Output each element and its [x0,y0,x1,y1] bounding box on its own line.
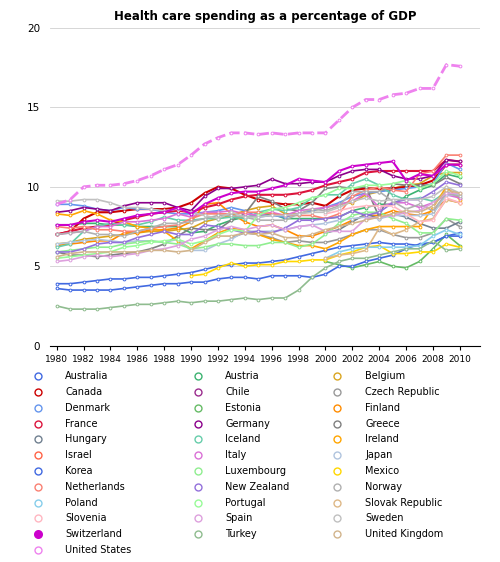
Text: Iceland: Iceland [225,434,260,445]
Text: Japan: Japan [365,450,392,460]
Text: Canada: Canada [65,387,102,397]
Text: Denmark: Denmark [65,403,110,413]
Text: Germany: Germany [225,419,270,429]
Text: Sweden: Sweden [365,514,404,523]
Text: Turkey: Turkey [225,529,256,539]
Text: Norway: Norway [365,482,402,492]
Text: Austria: Austria [225,371,260,381]
Title: Health care spending as a percentage of GDP: Health care spending as a percentage of … [114,10,416,23]
Text: United Kingdom: United Kingdom [365,529,444,539]
Text: Slovak Republic: Slovak Republic [365,497,442,507]
Text: Portugal: Portugal [225,497,266,507]
Text: Hungary: Hungary [65,434,107,445]
Text: Estonia: Estonia [225,403,261,413]
Text: New Zealand: New Zealand [225,482,289,492]
Text: Netherlands: Netherlands [65,482,125,492]
Text: Israel: Israel [65,450,92,460]
Text: France: France [65,419,98,429]
Text: Greece: Greece [365,419,400,429]
Text: Switzerland: Switzerland [65,529,122,539]
Text: Luxembourg: Luxembourg [225,466,286,476]
Text: United States: United States [65,545,131,555]
Text: Spain: Spain [225,514,252,523]
Text: Italy: Italy [225,450,246,460]
Text: Finland: Finland [365,403,400,413]
Text: Ireland: Ireland [365,434,399,445]
Text: Mexico: Mexico [365,466,399,476]
Text: Poland: Poland [65,497,98,507]
Text: Belgium: Belgium [365,371,405,381]
Text: Chile: Chile [225,387,250,397]
Text: Korea: Korea [65,466,92,476]
Text: Australia: Australia [65,371,108,381]
Text: Czech Republic: Czech Republic [365,387,440,397]
Text: Slovenia: Slovenia [65,514,106,523]
